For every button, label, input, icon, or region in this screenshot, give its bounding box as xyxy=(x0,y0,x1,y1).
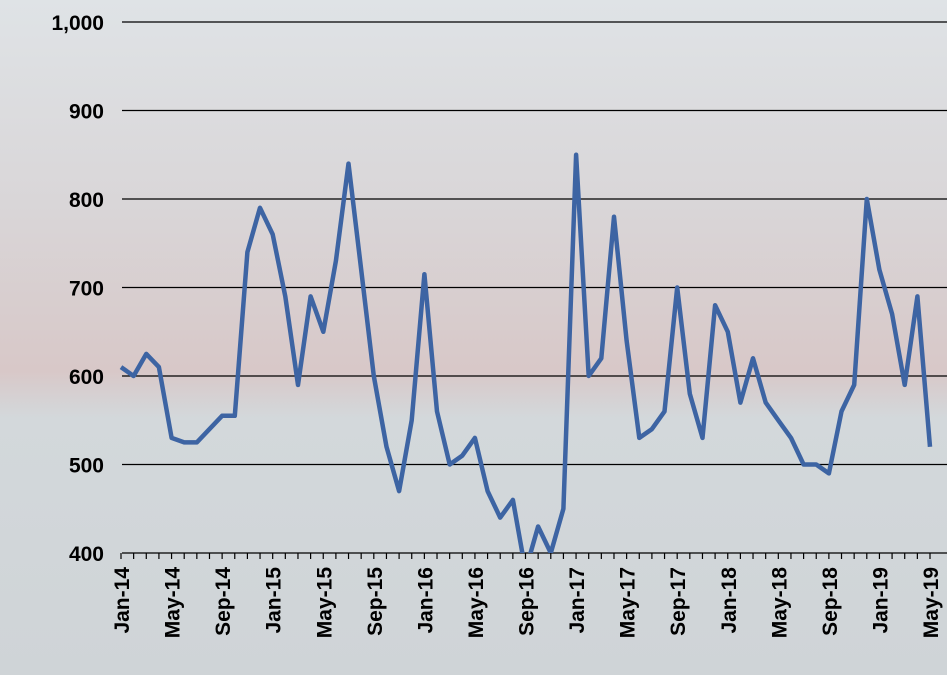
x-tick-label: Sep-18 xyxy=(819,567,842,636)
x-tick-label: May-18 xyxy=(768,567,791,639)
x-tick-label: Jan-19 xyxy=(869,567,892,634)
y-tick-label: 1,000 xyxy=(51,12,104,35)
y-tick-label: 400 xyxy=(69,543,104,566)
x-tick-label: Jan-14 xyxy=(111,567,134,634)
x-tick-label: May-15 xyxy=(313,567,336,639)
data-line xyxy=(119,152,933,553)
x-tick-label: Sep-17 xyxy=(667,567,690,636)
x-tick-label: Jan-16 xyxy=(414,567,437,634)
x-tick-label: Sep-15 xyxy=(364,567,387,636)
y-tick-label: 500 xyxy=(69,455,104,478)
x-tick-label: Sep-14 xyxy=(212,567,235,636)
y-tick-label: 700 xyxy=(69,278,104,301)
x-tick-label: May-16 xyxy=(465,567,488,638)
x-tick-label: May-17 xyxy=(617,567,640,638)
x-tick-label: May-14 xyxy=(162,567,185,639)
x-tick-label: Jan-18 xyxy=(718,567,741,634)
x-tick-label: Jan-17 xyxy=(566,567,589,634)
y-tick-label: 900 xyxy=(69,101,104,124)
plot-layer: 400 500 600 700 800 900 1,000 Jan-14 May-14 Sep-1… xyxy=(51,12,947,638)
x-tick-label: Sep-16 xyxy=(516,567,539,636)
x-tick-label: May-19 xyxy=(920,567,943,638)
y-tick-label: 800 xyxy=(69,189,104,212)
x-tick-label: Jan-15 xyxy=(263,567,286,634)
y-tick-label: 600 xyxy=(69,366,104,389)
